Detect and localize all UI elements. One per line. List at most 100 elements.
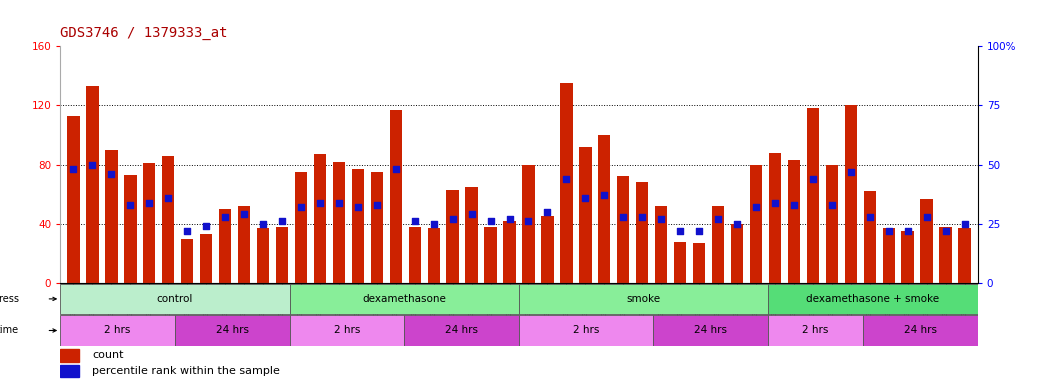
Point	[103, 171, 119, 177]
Bar	[807, 108, 819, 283]
Bar	[313, 154, 326, 283]
Bar	[256, 228, 269, 283]
Point	[483, 218, 499, 225]
Bar	[389, 110, 402, 283]
Point	[823, 202, 840, 208]
Point	[577, 195, 594, 201]
Bar	[519, 315, 653, 346]
Point	[330, 199, 347, 205]
Point	[558, 176, 575, 182]
Text: GDS3746 / 1379333_at: GDS3746 / 1379333_at	[60, 26, 227, 40]
Point	[311, 199, 328, 205]
Bar	[958, 228, 971, 283]
Text: stress: stress	[0, 294, 19, 304]
Bar	[503, 221, 516, 283]
Bar	[882, 228, 895, 283]
Bar	[333, 162, 345, 283]
Text: 2 hrs: 2 hrs	[573, 326, 599, 336]
Bar	[767, 315, 863, 346]
Point	[747, 204, 764, 210]
Bar	[845, 105, 857, 283]
Text: 2 hrs: 2 hrs	[105, 326, 131, 336]
Point	[217, 214, 234, 220]
Point	[368, 202, 385, 208]
Bar	[60, 315, 174, 346]
Bar	[219, 209, 231, 283]
Bar	[579, 147, 592, 283]
Bar	[60, 284, 290, 314]
Bar	[788, 160, 800, 283]
Bar	[200, 234, 213, 283]
Bar	[238, 206, 250, 283]
Bar	[371, 172, 383, 283]
Bar	[143, 163, 156, 283]
Bar	[60, 349, 79, 362]
Text: smoke: smoke	[626, 294, 660, 304]
Point	[596, 192, 612, 199]
Bar	[276, 227, 289, 283]
Bar	[295, 172, 307, 283]
Point	[463, 211, 480, 217]
Text: dexamethasone: dexamethasone	[362, 294, 446, 304]
Bar	[174, 315, 290, 346]
Point	[767, 199, 784, 205]
Bar	[162, 156, 174, 283]
Bar	[352, 169, 364, 283]
Text: dexamethasone + smoke: dexamethasone + smoke	[807, 294, 939, 304]
Point	[899, 228, 916, 234]
Point	[672, 228, 688, 234]
Bar	[181, 238, 193, 283]
Bar	[636, 182, 649, 283]
Bar	[290, 315, 404, 346]
Bar	[864, 191, 876, 283]
Point	[426, 221, 442, 227]
Bar	[769, 153, 782, 283]
Bar	[731, 224, 743, 283]
Point	[65, 166, 82, 172]
Bar	[598, 135, 610, 283]
Bar	[465, 187, 477, 283]
Bar	[618, 176, 629, 283]
Bar	[105, 150, 117, 283]
Point	[691, 228, 708, 234]
Bar	[921, 199, 933, 283]
Bar	[901, 231, 913, 283]
Bar	[485, 227, 497, 283]
Point	[350, 204, 366, 210]
Text: 2 hrs: 2 hrs	[334, 326, 360, 336]
Point	[293, 204, 309, 210]
Point	[407, 218, 424, 225]
Point	[880, 228, 897, 234]
Bar	[561, 83, 573, 283]
Text: 24 hrs: 24 hrs	[445, 326, 479, 336]
Point	[804, 176, 821, 182]
Bar	[409, 227, 420, 283]
Point	[501, 216, 518, 222]
Bar	[522, 165, 535, 283]
Point	[141, 199, 158, 205]
Bar	[446, 190, 459, 283]
Point	[84, 162, 101, 168]
Bar	[939, 227, 952, 283]
Point	[862, 214, 878, 220]
Bar	[674, 242, 686, 283]
Point	[122, 202, 139, 208]
Bar	[653, 315, 767, 346]
Point	[160, 195, 176, 201]
Bar	[749, 165, 762, 283]
Point	[937, 228, 954, 234]
Bar	[712, 206, 725, 283]
Point	[236, 211, 252, 217]
Text: 24 hrs: 24 hrs	[216, 326, 249, 336]
Text: 24 hrs: 24 hrs	[904, 326, 937, 336]
Point	[843, 169, 859, 175]
Text: 24 hrs: 24 hrs	[693, 326, 727, 336]
Point	[179, 228, 195, 234]
Point	[444, 216, 461, 222]
Point	[254, 221, 271, 227]
Point	[786, 202, 802, 208]
Text: time: time	[0, 326, 19, 336]
Point	[387, 166, 404, 172]
Bar	[693, 243, 705, 283]
Point	[956, 221, 973, 227]
